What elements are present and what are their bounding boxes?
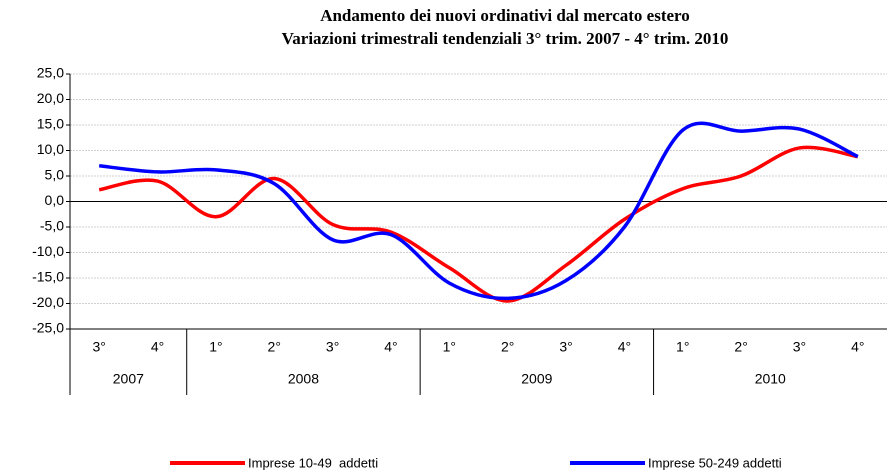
legend-label: Imprese 50-249 addetti bbox=[648, 455, 782, 470]
x-tick-label: 4° bbox=[384, 339, 397, 355]
y-tick-label: 5,0 bbox=[45, 167, 65, 183]
group-label: 2008 bbox=[288, 371, 319, 387]
y-tick-label: 15,0 bbox=[37, 116, 64, 132]
series-line bbox=[98, 145, 859, 303]
y-tick-label: -20,0 bbox=[32, 294, 64, 310]
x-tick-label: 4° bbox=[618, 339, 631, 355]
x-tick-label: 3° bbox=[559, 339, 572, 355]
x-tick-label: 3° bbox=[326, 339, 339, 355]
y-tick-label: -25,0 bbox=[32, 320, 64, 336]
x-tick-label: 2° bbox=[501, 339, 514, 355]
y-tick-label: 25,0 bbox=[37, 65, 64, 81]
x-tick-label: 1° bbox=[676, 339, 689, 355]
y-tick-label: -10,0 bbox=[32, 243, 64, 259]
y-tick-label: 20,0 bbox=[37, 90, 64, 106]
y-tick-label: 10,0 bbox=[37, 141, 64, 157]
x-tick-label: 4° bbox=[851, 339, 864, 355]
group-label: 2007 bbox=[113, 371, 144, 387]
x-tick-label: 2° bbox=[268, 339, 281, 355]
chart-title: Andamento dei nuovi ordinativi dal merca… bbox=[320, 6, 690, 25]
legend-label: Imprese 10-49 addetti bbox=[248, 455, 378, 470]
x-tick-label: 1° bbox=[443, 339, 456, 355]
series-line bbox=[98, 121, 859, 301]
x-tick-label: 4° bbox=[151, 339, 164, 355]
chart-subtitle: Variazioni trimestrali tendenziali 3° tr… bbox=[282, 29, 729, 48]
x-tick-label: 2° bbox=[734, 339, 747, 355]
x-tick-label: 3° bbox=[92, 339, 105, 355]
x-tick-label: 1° bbox=[209, 339, 222, 355]
y-tick-label: -5,0 bbox=[40, 218, 64, 234]
y-tick-label: 0,0 bbox=[45, 192, 65, 208]
x-tick-label: 3° bbox=[793, 339, 806, 355]
group-label: 2010 bbox=[755, 371, 786, 387]
group-label: 2009 bbox=[521, 371, 552, 387]
y-tick-label: -15,0 bbox=[32, 269, 64, 285]
